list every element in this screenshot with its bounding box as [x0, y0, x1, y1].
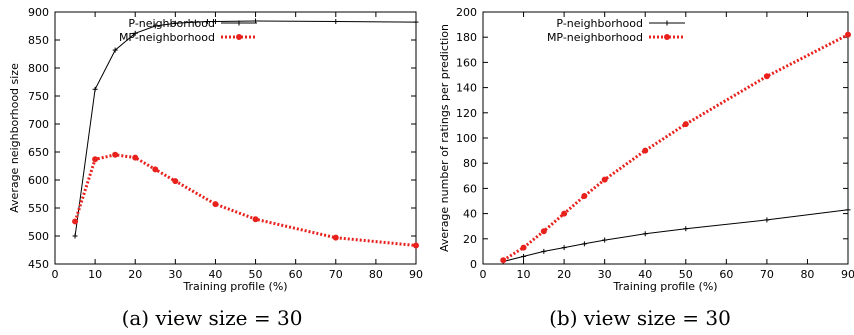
x-axis-label: Training profile (%) [182, 280, 287, 293]
data-point [172, 178, 179, 185]
figure-caption: (b) view size = 30 [549, 306, 731, 330]
x-tick-label: 90 [841, 268, 854, 281]
data-point [561, 210, 568, 217]
data-point [72, 218, 79, 225]
x-tick-label: 70 [760, 268, 774, 281]
chart-2: 0 10 20 30 40 50 60 70 80 90 0 20 40 60 80 100 120 140 160… [438, 6, 854, 330]
data-point [601, 176, 608, 183]
y-tick-label: 200 [456, 6, 477, 19]
y-tick-label: 60 [463, 182, 477, 195]
legend-marker [664, 34, 670, 40]
y-tick-label: 180 [456, 31, 477, 44]
legend-marker [236, 34, 242, 40]
x-tick-label: 40 [638, 268, 652, 281]
data-point [112, 151, 119, 158]
plot-frame [54, 11, 417, 265]
y-tick-label: 80 [463, 157, 477, 170]
data-point [682, 121, 689, 128]
data-point [581, 192, 588, 199]
y-tick-label: 500 [28, 230, 49, 243]
data-point [92, 156, 99, 163]
x-tick-label: 60 [719, 268, 733, 281]
x-tick-label: 30 [598, 268, 612, 281]
x-tick-label: 40 [208, 268, 222, 281]
y-tick-label: 0 [470, 258, 477, 271]
x-tick-label: 50 [249, 268, 263, 281]
data-point [845, 31, 851, 38]
data-point [152, 166, 159, 173]
y-tick-label: 20 [463, 233, 477, 246]
legend-label: MP-neighborhood [547, 31, 643, 44]
y-tick-label: 700 [28, 118, 49, 131]
y-tick-label: 450 [28, 258, 49, 271]
legend-label: MP-neighborhood [119, 31, 215, 44]
y-tick-label: 850 [28, 34, 49, 47]
x-tick-label: 90 [409, 268, 423, 281]
series-line-p [503, 209, 849, 262]
y-axis-label: Average number of ratings per prediction [438, 24, 451, 252]
y-tick-label: 600 [28, 174, 49, 187]
y-tick-label: 100 [456, 132, 477, 145]
x-tick-label: 50 [679, 268, 693, 281]
figure-caption: (a) view size = 30 [122, 306, 303, 330]
legend-label: P-neighborhood [128, 17, 215, 30]
series-line-mp [73, 153, 417, 247]
legend-label: P-neighborhood [556, 17, 643, 30]
data-point [763, 73, 770, 80]
y-tick-label: 550 [28, 202, 49, 215]
x-tick-label: 10 [88, 268, 102, 281]
x-tick-label: 10 [517, 268, 531, 281]
x-tick-label: 20 [557, 268, 571, 281]
x-axis-label: Training profile (%) [612, 280, 717, 293]
data-point [540, 228, 547, 235]
x-tick-label: 80 [800, 268, 814, 281]
x-tick-label: 20 [128, 268, 142, 281]
series-line-mp [502, 33, 849, 262]
y-tick-label: 120 [456, 107, 477, 120]
data-point [132, 154, 139, 161]
data-point [500, 257, 507, 264]
y-tick-label: 800 [28, 62, 49, 75]
data-point [642, 147, 649, 154]
y-tick-label: 900 [28, 6, 49, 19]
data-point [413, 242, 419, 249]
x-tick-label: 30 [168, 268, 182, 281]
x-tick-label: 70 [329, 268, 343, 281]
data-point [212, 201, 219, 208]
chart-1: 0 10 20 30 40 50 60 70 80 90 450 500 550 600 650 700 750… [8, 6, 423, 330]
y-tick-label: 650 [28, 146, 49, 159]
y-tick-label: 40 [463, 208, 477, 221]
y-tick-label: 160 [456, 56, 477, 69]
x-tick-label: 60 [289, 268, 303, 281]
y-tick-label: 750 [28, 90, 49, 103]
series-line-p [74, 20, 417, 237]
y-tick-label: 140 [456, 82, 477, 95]
data-point [252, 216, 259, 223]
plot-frame [482, 11, 849, 265]
x-tick-label: 0 [52, 268, 59, 281]
y-axis-label: Average neighborhood size [8, 63, 21, 213]
data-point [520, 244, 527, 251]
x-tick-label: 0 [480, 268, 487, 281]
x-tick-label: 80 [369, 268, 383, 281]
data-point [332, 234, 339, 241]
